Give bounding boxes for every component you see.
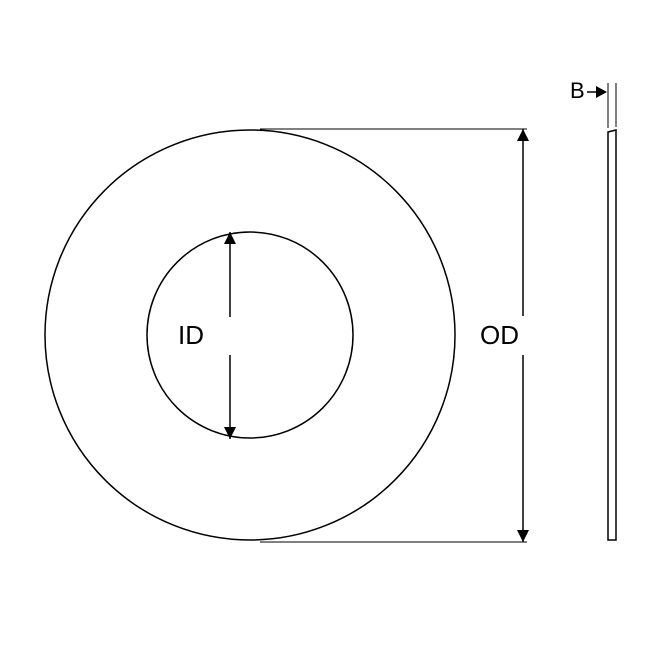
diagram-svg: ID OD B: [0, 0, 670, 670]
id-label: ID: [178, 320, 204, 350]
b-label: B: [570, 78, 585, 103]
od-label: OD: [480, 320, 519, 350]
side-view-profile: [608, 130, 616, 540]
outer-circle: [45, 130, 455, 540]
washer-technical-drawing: ID OD B: [0, 0, 670, 670]
id-dimension: [224, 232, 236, 439]
b-dimension: [587, 83, 616, 128]
